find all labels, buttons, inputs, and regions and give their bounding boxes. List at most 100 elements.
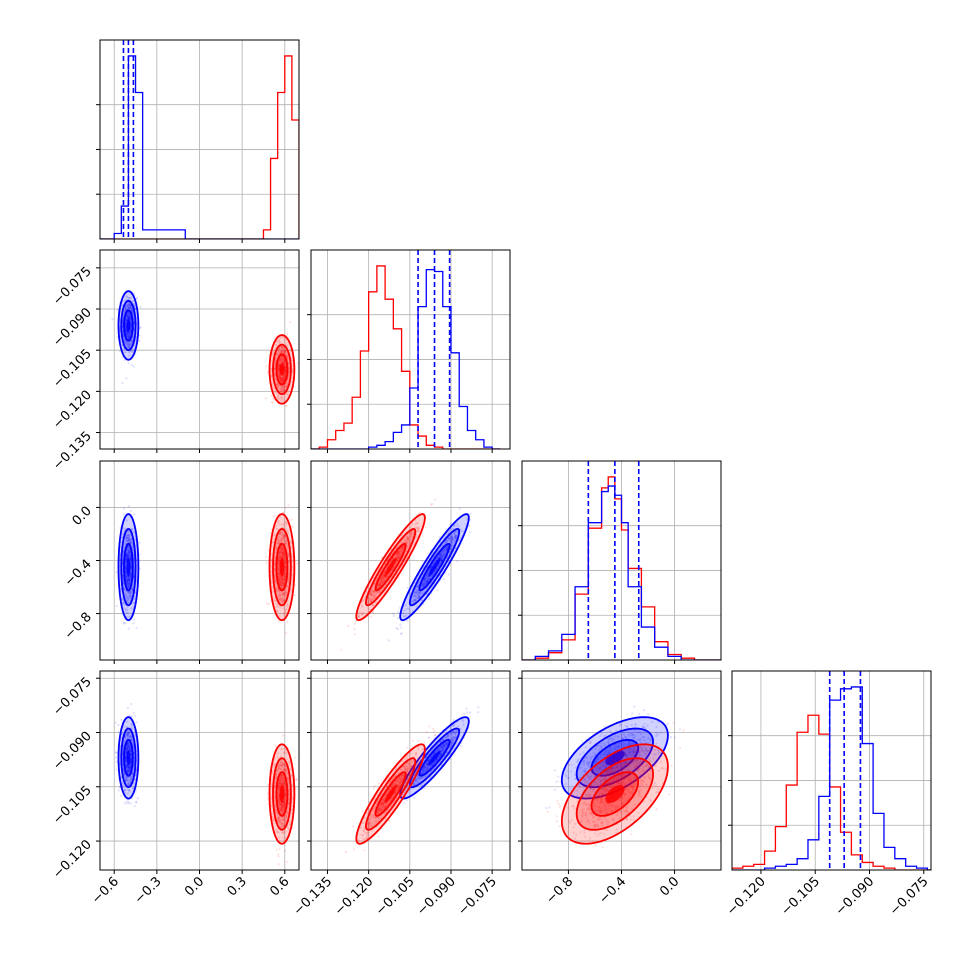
scatter-point [367,601,370,604]
scatter-point [279,598,282,601]
scatter-point [282,555,285,558]
scatter-point [125,611,128,614]
scatter-point [128,748,131,751]
scatter-panel-2-1 [310,460,511,661]
scatter-point [378,591,381,594]
scatter-point [127,537,130,540]
scatter-point [126,331,129,334]
scatter-point [381,581,384,584]
scatter-point [127,530,130,533]
scatter-point [126,579,129,582]
scatter-point [282,377,285,380]
scatter-point [126,779,129,782]
scatter-point [129,556,132,560]
scatter-point [129,762,132,765]
scatter-point [125,575,128,579]
scatter-point [410,535,413,538]
scatter-point [127,745,130,748]
scatter-point [278,376,281,379]
scatter-point [280,355,283,358]
scatter-point [441,550,445,553]
scatter-point [281,600,284,603]
scatter-point [133,513,136,516]
scatter-point [128,575,131,578]
scatter-point [125,732,128,735]
scatter-point [125,763,128,766]
density-contour-blue [418,542,451,592]
scatter-point [124,341,127,344]
scatter-point [124,325,127,328]
scatter-point [438,535,441,538]
scatter-point [276,396,279,399]
scatter-point [414,519,417,522]
scatter-point [125,557,128,561]
scatter-point [281,554,284,558]
scatter-point [428,578,431,581]
scatter-point [283,556,286,559]
scatter-point [283,363,286,366]
scatter-point [426,575,429,578]
scatter-point [278,560,281,563]
scatter-point [276,393,279,396]
scatter-point [390,559,393,562]
scatter-point [452,524,456,528]
scatter-point [283,351,286,354]
scatter-point [363,596,366,599]
scatter-point [129,538,132,541]
scatter-point [446,546,449,550]
scatter-point [276,539,279,542]
scatter-point [129,760,132,764]
scatter-point [126,743,129,746]
scatter-point [279,378,282,381]
scatter-point [124,341,127,344]
scatter-point [282,580,285,583]
scatter-point [280,538,283,541]
scatter-point [285,382,288,385]
scatter-point [278,589,281,592]
scatter-point [129,540,132,544]
scatter-point [126,342,129,345]
scatter-point [273,367,277,370]
scatter-point [448,551,451,554]
scatter-point [133,805,136,808]
scatter-point [278,598,281,601]
scatter-point [120,794,123,797]
scatter-point [280,536,283,540]
scatter-point [284,506,287,509]
scatter-point [130,761,133,764]
scatter-point [127,584,130,588]
scatter-point [282,592,285,595]
scatter-point [446,545,449,548]
scatter-point [282,379,285,382]
scatter-point [276,383,279,386]
scatter-point [282,552,285,555]
scatter-point [444,572,447,575]
scatter-point [451,537,454,540]
scatter-point [128,550,131,554]
scatter-point [130,307,133,311]
scatter-point [279,550,282,554]
scatter-point [131,741,134,744]
scatter-point [128,306,131,309]
scatter-point [129,554,132,557]
scatter-point [128,316,131,319]
scatter-point [125,558,128,561]
scatter-point [279,376,282,380]
scatter-point [284,566,287,569]
scatter-point [282,536,285,539]
scatter-point [277,559,280,562]
scatter-point [439,552,442,556]
scatter-point [284,591,287,594]
scatter-point [280,549,283,552]
scatter-point [126,332,129,335]
scatter-point [396,553,399,556]
scatter-point [127,742,130,746]
scatter-point [281,554,284,557]
scatter-point [127,731,130,734]
scatter-point [121,733,124,736]
scatter-point [291,565,294,569]
scatter-point [432,562,435,565]
scatter-point [124,603,127,607]
panel-plot-area [100,40,299,239]
scatter-point [128,770,131,773]
